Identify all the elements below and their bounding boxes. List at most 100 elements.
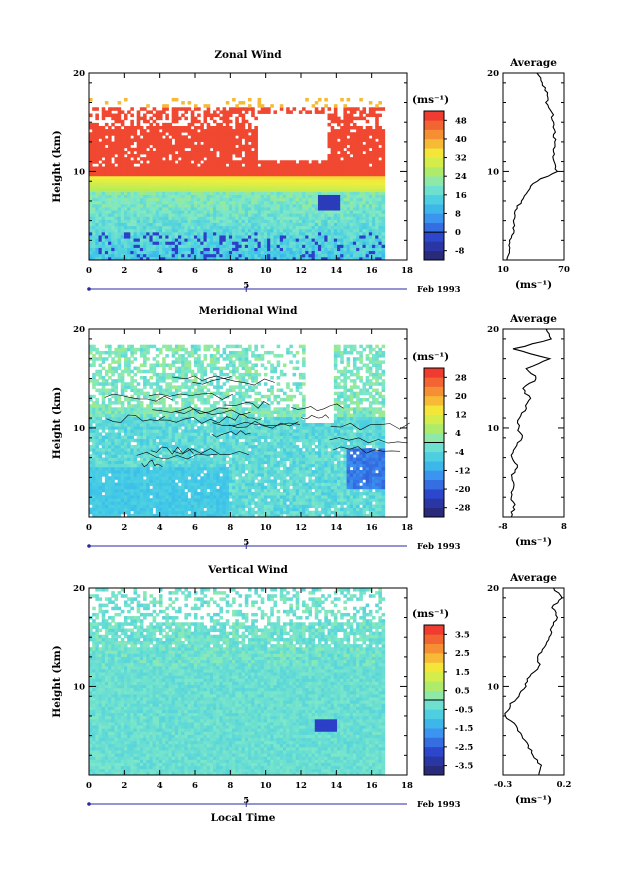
heatmap-cell — [258, 229, 262, 233]
heatmap-cell — [124, 363, 128, 367]
heatmap-cell — [343, 126, 347, 130]
heatmap-cell — [219, 117, 223, 121]
heatmap-cell — [159, 195, 163, 199]
heatmap-cell — [359, 163, 363, 167]
heatmap-cell — [226, 223, 230, 227]
heatmap-cell — [134, 232, 138, 236]
heatmap-cell — [382, 195, 386, 199]
heatmap-cell — [210, 213, 214, 217]
heatmap-cell — [277, 235, 281, 239]
heatmap-cell — [169, 176, 173, 180]
heatmap-cell — [134, 244, 138, 248]
panel-title: Zonal Wind — [214, 49, 282, 61]
heatmap-cell — [111, 483, 115, 487]
heatmap-cell — [382, 191, 386, 195]
heatmap-cell — [242, 148, 246, 152]
heatmap-cell — [321, 204, 325, 208]
heatmap-cell — [99, 508, 103, 512]
heatmap-cell — [92, 198, 96, 202]
heatmap-cell — [270, 204, 274, 208]
heatmap-cell — [331, 226, 335, 230]
heatmap-cell — [356, 223, 360, 227]
heatmap-cell — [235, 204, 239, 208]
heatmap-cell — [95, 423, 99, 427]
heatmap-cell — [248, 204, 252, 208]
heatmap-cell — [343, 173, 347, 177]
heatmap-cell — [121, 120, 125, 124]
heatmap-cell — [130, 432, 134, 436]
heatmap-cell — [207, 254, 211, 258]
heatmap-cell — [153, 216, 157, 220]
heatmap-cell — [200, 210, 204, 214]
heatmap-cell — [223, 198, 227, 202]
heatmap-cell — [238, 151, 242, 155]
heatmap-cell — [134, 373, 138, 377]
heatmap-cell — [114, 470, 118, 474]
heatmap-cell — [111, 210, 115, 214]
heatmap-cell — [254, 204, 258, 208]
heatmap-cell — [143, 470, 147, 474]
heatmap-cell — [334, 107, 338, 111]
heatmap-cell — [143, 170, 147, 174]
heatmap-cell — [188, 129, 192, 133]
heatmap-cell — [273, 244, 277, 248]
heatmap-cell — [124, 410, 128, 414]
heatmap-cell — [124, 210, 128, 214]
heatmap-cell — [184, 157, 188, 161]
heatmap-cell — [245, 129, 249, 133]
heatmap-cell — [121, 229, 125, 233]
heatmap-cell — [251, 204, 255, 208]
heatmap-cell — [127, 188, 131, 192]
heatmap-cell — [146, 167, 150, 171]
heatmap-cell — [324, 195, 328, 199]
heatmap-cell — [114, 167, 118, 171]
heatmap-cell — [254, 195, 258, 199]
heatmap-cell — [337, 191, 341, 195]
heatmap-cell — [99, 370, 103, 374]
heatmap-cell — [149, 470, 153, 474]
heatmap-cell — [143, 132, 147, 136]
heatmap-cell — [248, 148, 252, 152]
heatmap-cell — [118, 223, 122, 227]
heatmap-cell — [289, 191, 293, 195]
heatmap-cell — [293, 251, 297, 255]
heatmap-cell — [188, 191, 192, 195]
heatmap-cell — [175, 154, 179, 158]
heatmap-cell — [369, 138, 373, 142]
heatmap-cell — [92, 401, 96, 405]
heatmap-cell — [267, 248, 271, 252]
heatmap-cell — [124, 129, 128, 133]
heatmap-cell — [210, 204, 214, 208]
heatmap-cell — [235, 219, 239, 223]
heatmap-cell — [359, 238, 363, 242]
heatmap-cell — [130, 389, 134, 393]
heatmap-cell — [178, 232, 182, 236]
heatmap-cell — [258, 207, 262, 211]
heatmap-cell — [108, 191, 112, 195]
heatmap-cell — [251, 201, 255, 205]
heatmap-cell — [378, 107, 382, 111]
heatmap-cell — [134, 198, 138, 202]
heatmap-cell — [229, 241, 233, 245]
heatmap-cell — [312, 191, 316, 195]
heatmap-cell — [137, 219, 141, 223]
heatmap-cell — [299, 201, 303, 205]
heatmap-cell — [118, 410, 122, 414]
heatmap-cell — [127, 223, 131, 227]
heatmap-cell — [216, 254, 220, 258]
heatmap-cell — [153, 492, 157, 496]
heatmap-cell — [353, 117, 357, 121]
heatmap-cell — [181, 232, 185, 236]
heatmap-cell — [134, 508, 138, 512]
date-marker-label: 5 — [243, 281, 249, 291]
heatmap-cell — [343, 138, 347, 142]
heatmap-cell — [124, 179, 128, 183]
heatmap-cell — [102, 129, 106, 133]
heatmap-cell — [200, 248, 204, 252]
heatmap-cell — [105, 492, 109, 496]
heatmap-cell — [143, 395, 147, 399]
heatmap-cell — [130, 229, 134, 233]
heatmap-cell — [172, 216, 176, 220]
heatmap-cell — [286, 191, 290, 195]
heatmap-cell — [369, 167, 373, 171]
